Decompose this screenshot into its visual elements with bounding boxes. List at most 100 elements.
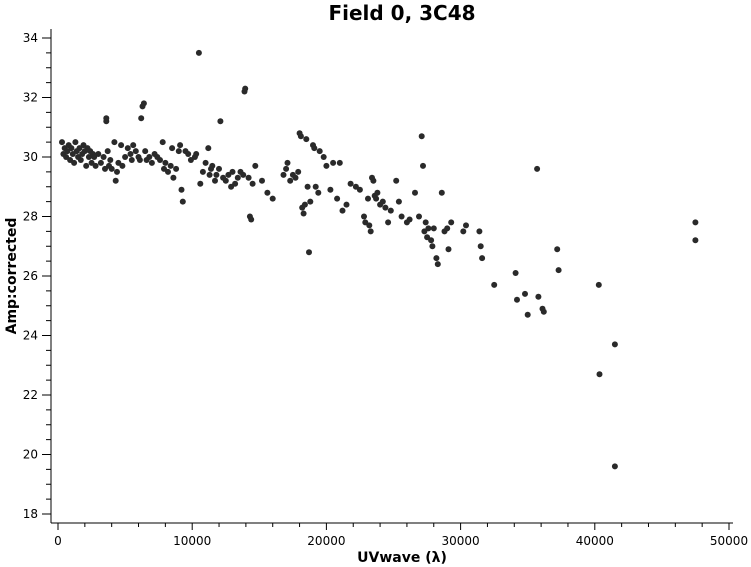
- data-point: [205, 145, 212, 152]
- data-point: [111, 139, 118, 146]
- data-point: [540, 308, 547, 315]
- data-point: [535, 293, 542, 300]
- data-point: [124, 145, 131, 152]
- data-point: [104, 148, 111, 155]
- data-point: [108, 165, 115, 172]
- data-point: [306, 249, 312, 256]
- data-point: [312, 183, 319, 190]
- data-point: [232, 180, 239, 187]
- data-point: [444, 225, 451, 232]
- data-point: [323, 162, 330, 169]
- y-axis-label: Amp:corrected: [4, 218, 20, 335]
- data-point: [365, 195, 371, 202]
- data-point: [178, 186, 185, 193]
- data-point: [199, 168, 206, 175]
- data-point: [225, 171, 232, 178]
- data-point: [429, 243, 436, 250]
- data-point: [347, 180, 354, 187]
- data-point: [138, 115, 145, 122]
- data-point: [595, 281, 602, 288]
- data-point: [287, 177, 294, 184]
- y-tick-label: 30: [23, 150, 38, 164]
- data-point: [596, 371, 603, 378]
- data-point: [491, 281, 498, 288]
- data-point: [103, 115, 110, 122]
- data-point: [320, 154, 327, 160]
- data-point: [387, 207, 394, 214]
- y-tick-label: 22: [23, 388, 38, 402]
- data-point: [165, 168, 171, 175]
- data-point: [264, 189, 271, 196]
- data-point: [334, 195, 341, 202]
- data-point: [438, 189, 445, 196]
- data-point: [77, 157, 84, 163]
- data-point: [522, 290, 528, 297]
- data-point: [448, 219, 455, 226]
- data-point: [68, 145, 75, 152]
- data-point: [433, 255, 440, 262]
- data-point: [379, 198, 386, 205]
- data-point: [222, 177, 229, 184]
- data-point: [327, 186, 334, 193]
- data-point: [412, 189, 418, 196]
- data-point: [479, 255, 486, 262]
- data-point: [692, 219, 699, 226]
- data-point: [304, 183, 311, 190]
- data-point: [370, 177, 377, 184]
- data-point: [361, 213, 367, 220]
- data-point: [249, 180, 256, 187]
- data-point: [259, 177, 265, 184]
- data-point: [430, 225, 437, 232]
- data-point: [202, 159, 209, 166]
- data-point: [71, 159, 78, 166]
- data-point: [692, 237, 699, 244]
- data-point: [555, 267, 562, 274]
- data-point: [343, 201, 350, 208]
- data-point: [91, 154, 98, 160]
- data-point: [422, 219, 429, 226]
- data-point: [177, 142, 184, 149]
- data-point: [130, 142, 137, 149]
- data-point: [159, 139, 166, 146]
- data-point: [185, 151, 192, 157]
- data-point: [303, 136, 310, 143]
- data-point: [229, 168, 236, 175]
- data-point: [169, 145, 176, 152]
- data-point: [197, 180, 204, 187]
- data-point: [173, 165, 180, 172]
- data-point: [393, 177, 400, 184]
- data-point: [418, 133, 425, 140]
- data-point: [611, 463, 618, 470]
- data-point: [146, 154, 153, 160]
- data-point: [406, 216, 413, 223]
- axis-ticks: 0 10000 20000 30000 40000 50000 18 20 22 24 26 28 30…: [23, 31, 748, 548]
- y-tick-label: 24: [23, 329, 38, 343]
- x-tick-label: 10000: [173, 534, 211, 548]
- data-point: [301, 201, 308, 208]
- y-tick-label: 20: [23, 448, 38, 462]
- data-point: [100, 154, 107, 160]
- data-point: [425, 225, 432, 232]
- data-point: [477, 243, 484, 250]
- data-point: [295, 168, 302, 175]
- data-point: [119, 162, 126, 169]
- y-tick-label: 18: [23, 507, 38, 521]
- data-point: [385, 219, 392, 226]
- data-point: [367, 228, 374, 235]
- data-point: [512, 270, 519, 276]
- data-point: [245, 174, 252, 181]
- data-point: [216, 165, 222, 172]
- y-tick-label: 28: [23, 210, 38, 224]
- y-tick-label: 32: [23, 91, 38, 105]
- data-point: [420, 162, 426, 169]
- data-point: [297, 133, 304, 140]
- data-point: [514, 296, 520, 303]
- data-point: [240, 171, 247, 178]
- data-point: [339, 207, 346, 214]
- x-tick-label: 50000: [710, 534, 748, 548]
- data-point: [175, 148, 182, 155]
- data-point: [140, 100, 147, 107]
- data-point: [212, 177, 218, 184]
- data-point: [128, 157, 135, 163]
